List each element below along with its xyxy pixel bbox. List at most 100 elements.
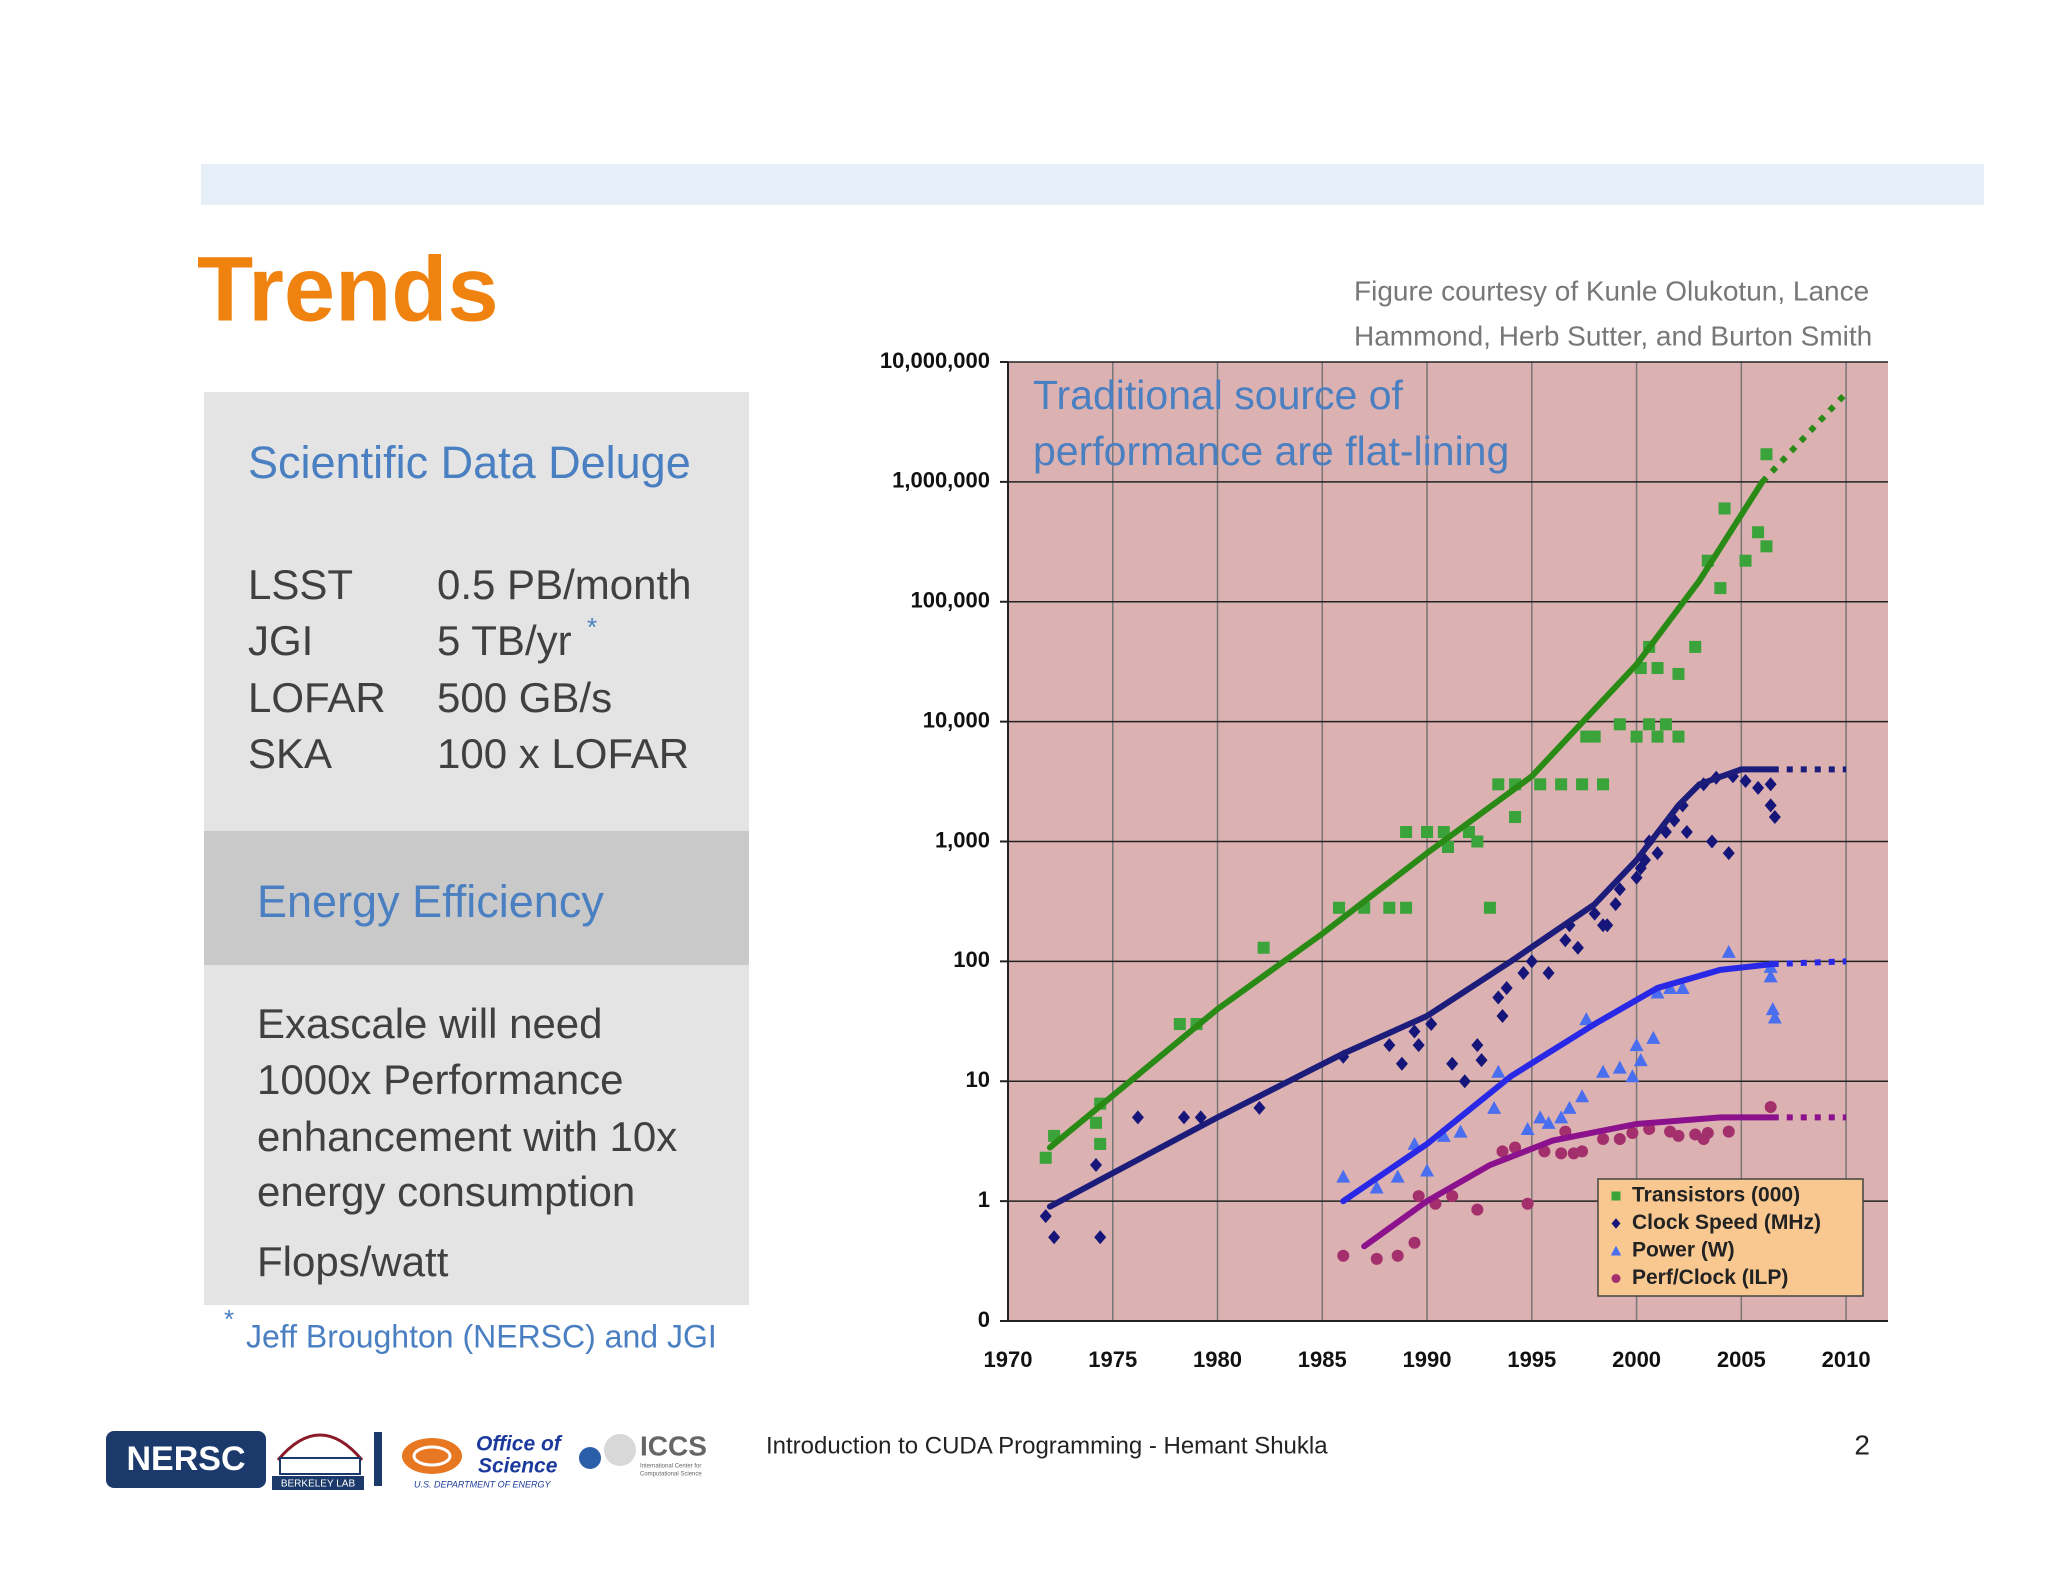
chart: 1970 1975 1980 1985 1990 1995 2000 2005 2010 0 1 10… (880, 348, 1888, 1372)
point (1395, 1056, 1408, 1071)
x-tick-label: 1980 (1193, 1347, 1242, 1372)
point (1559, 933, 1572, 948)
trend-line (1046, 478, 1766, 1151)
point (1509, 811, 1522, 824)
trend-line (1340, 961, 1776, 1205)
point (1521, 1197, 1534, 1210)
panel-band (204, 831, 749, 965)
point (1390, 1169, 1405, 1183)
page-number: 2 (1854, 1429, 1870, 1460)
row-value: 500 GB/s (437, 674, 612, 721)
point (1039, 1151, 1052, 1164)
point (1588, 730, 1601, 743)
point (1412, 1190, 1425, 1203)
point (1609, 897, 1622, 912)
logos: NERSC BERKELEY LAB Office of Science U.S… (106, 1430, 707, 1490)
point (1369, 1180, 1384, 1194)
nersc-logo (106, 1431, 266, 1488)
office-text: Office of (476, 1433, 563, 1456)
row-label: SKA (248, 730, 332, 777)
nersc-text: NERSC (126, 1440, 245, 1478)
lab-tower (374, 1432, 382, 1486)
point (1555, 1147, 1568, 1160)
point (1491, 1064, 1506, 1078)
point (1458, 1074, 1471, 1089)
footnote: Jeff Broughton (NERSC) and JGI (246, 1318, 717, 1354)
legend-marker (1611, 1218, 1621, 1229)
y-tick-label: 1 (978, 1187, 990, 1212)
footer-text: Introduction to CUDA Programming - Heman… (766, 1432, 1328, 1459)
point (1601, 918, 1614, 933)
x-tick-label: 1970 (984, 1347, 1033, 1372)
point (1555, 778, 1568, 791)
legend-label: Power (W) (1632, 1239, 1735, 1262)
credit: Hammond, Herb Sutter, and Burton Smith (1354, 320, 1872, 351)
x-tick-label: 1995 (1507, 1347, 1556, 1372)
point (1630, 870, 1643, 885)
point (1613, 718, 1626, 731)
point (1613, 882, 1626, 897)
point (1576, 1145, 1589, 1158)
point (1634, 861, 1647, 876)
legend-marker (1610, 1245, 1622, 1256)
lab-text: BERKELEY LAB (281, 1479, 356, 1490)
note-mark: * (587, 612, 597, 642)
y-tick-label: 1,000 (935, 827, 990, 852)
row-label: LSST (248, 561, 353, 608)
legend-marker (1611, 1274, 1621, 1283)
point (1173, 1018, 1186, 1031)
point (1625, 1069, 1640, 1083)
point (1509, 1141, 1522, 1154)
point (1496, 1009, 1509, 1024)
point (1425, 1017, 1438, 1032)
x-tick-label: 2000 (1612, 1347, 1661, 1372)
x-tick-label: 1985 (1298, 1347, 1347, 1372)
y-tick-label: 10 (966, 1067, 990, 1092)
lab-plate (272, 1476, 364, 1490)
point (1383, 1038, 1396, 1053)
trend-line (1361, 1114, 1776, 1250)
point (1541, 1115, 1556, 1129)
point (1337, 1249, 1350, 1262)
point (1701, 1127, 1714, 1140)
point (1471, 1203, 1484, 1216)
point (1626, 1127, 1639, 1140)
x-tick-label: 2005 (1717, 1347, 1766, 1372)
point (1520, 1121, 1535, 1135)
point (1576, 778, 1589, 791)
lab-building (279, 1457, 361, 1475)
point (1048, 1230, 1061, 1245)
point (1579, 1012, 1594, 1026)
slide-title: Trends (197, 238, 499, 340)
point (1629, 1038, 1644, 1052)
lab-arc (276, 1433, 364, 1461)
point (1765, 1002, 1780, 1016)
point (1257, 941, 1270, 954)
point (1571, 940, 1584, 955)
point (1483, 901, 1496, 914)
point (1442, 840, 1454, 853)
point (1446, 1190, 1459, 1203)
point (1562, 1100, 1577, 1114)
y-tick-label: 10,000 (923, 707, 990, 732)
point (1767, 1010, 1782, 1024)
point (1672, 1129, 1685, 1142)
point (1612, 1060, 1627, 1074)
point (1533, 1110, 1548, 1124)
legend-marker (1611, 1191, 1621, 1201)
point (1596, 1064, 1611, 1078)
point (1613, 1132, 1626, 1145)
point (1764, 798, 1777, 813)
point (1714, 582, 1727, 595)
point (1722, 846, 1735, 861)
point (1763, 969, 1778, 983)
x-tick-label: 1990 (1403, 1347, 1452, 1372)
legend-label: Clock Speed (MHz) (1632, 1211, 1821, 1234)
footnote-mark: * (224, 1304, 234, 1334)
legend-label: Transistors (000) (1632, 1184, 1800, 1207)
point (1492, 778, 1505, 791)
point (1672, 667, 1685, 680)
point (1400, 826, 1413, 839)
point (1597, 1132, 1610, 1145)
point (1597, 778, 1610, 791)
